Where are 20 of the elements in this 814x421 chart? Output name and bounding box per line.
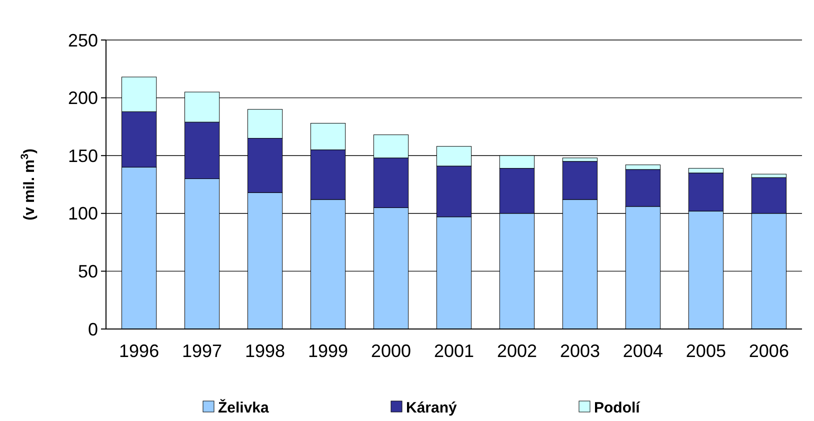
legend-label: Káraný	[406, 400, 458, 417]
x-tick-label: 2000	[370, 341, 412, 361]
x-tick-label: 2001	[434, 341, 474, 361]
y-tick-label: 100	[68, 204, 98, 224]
y-tick-label: 0	[88, 319, 98, 340]
x-tick-label: 2005	[686, 341, 726, 361]
x-tick-label: 2006	[748, 341, 789, 361]
x-tick-label: 1996	[119, 341, 160, 361]
x-tick-label: 1997	[182, 341, 222, 361]
x-tick-label: 2002	[496, 341, 538, 361]
legend-label: Podolí	[594, 400, 641, 417]
y-tick-label: 50	[78, 262, 98, 282]
y-tick-label: 200	[68, 88, 98, 108]
legend-label: Želivka	[218, 398, 270, 417]
x-tick-label: 1999	[308, 341, 348, 361]
x-tick-label: 2003	[560, 341, 600, 361]
y-tick-label: 250	[68, 30, 98, 50]
x-tick-label: 2004	[622, 341, 663, 361]
x-tick-label: 1998	[245, 341, 286, 361]
y-tick-label: 150	[68, 146, 98, 166]
